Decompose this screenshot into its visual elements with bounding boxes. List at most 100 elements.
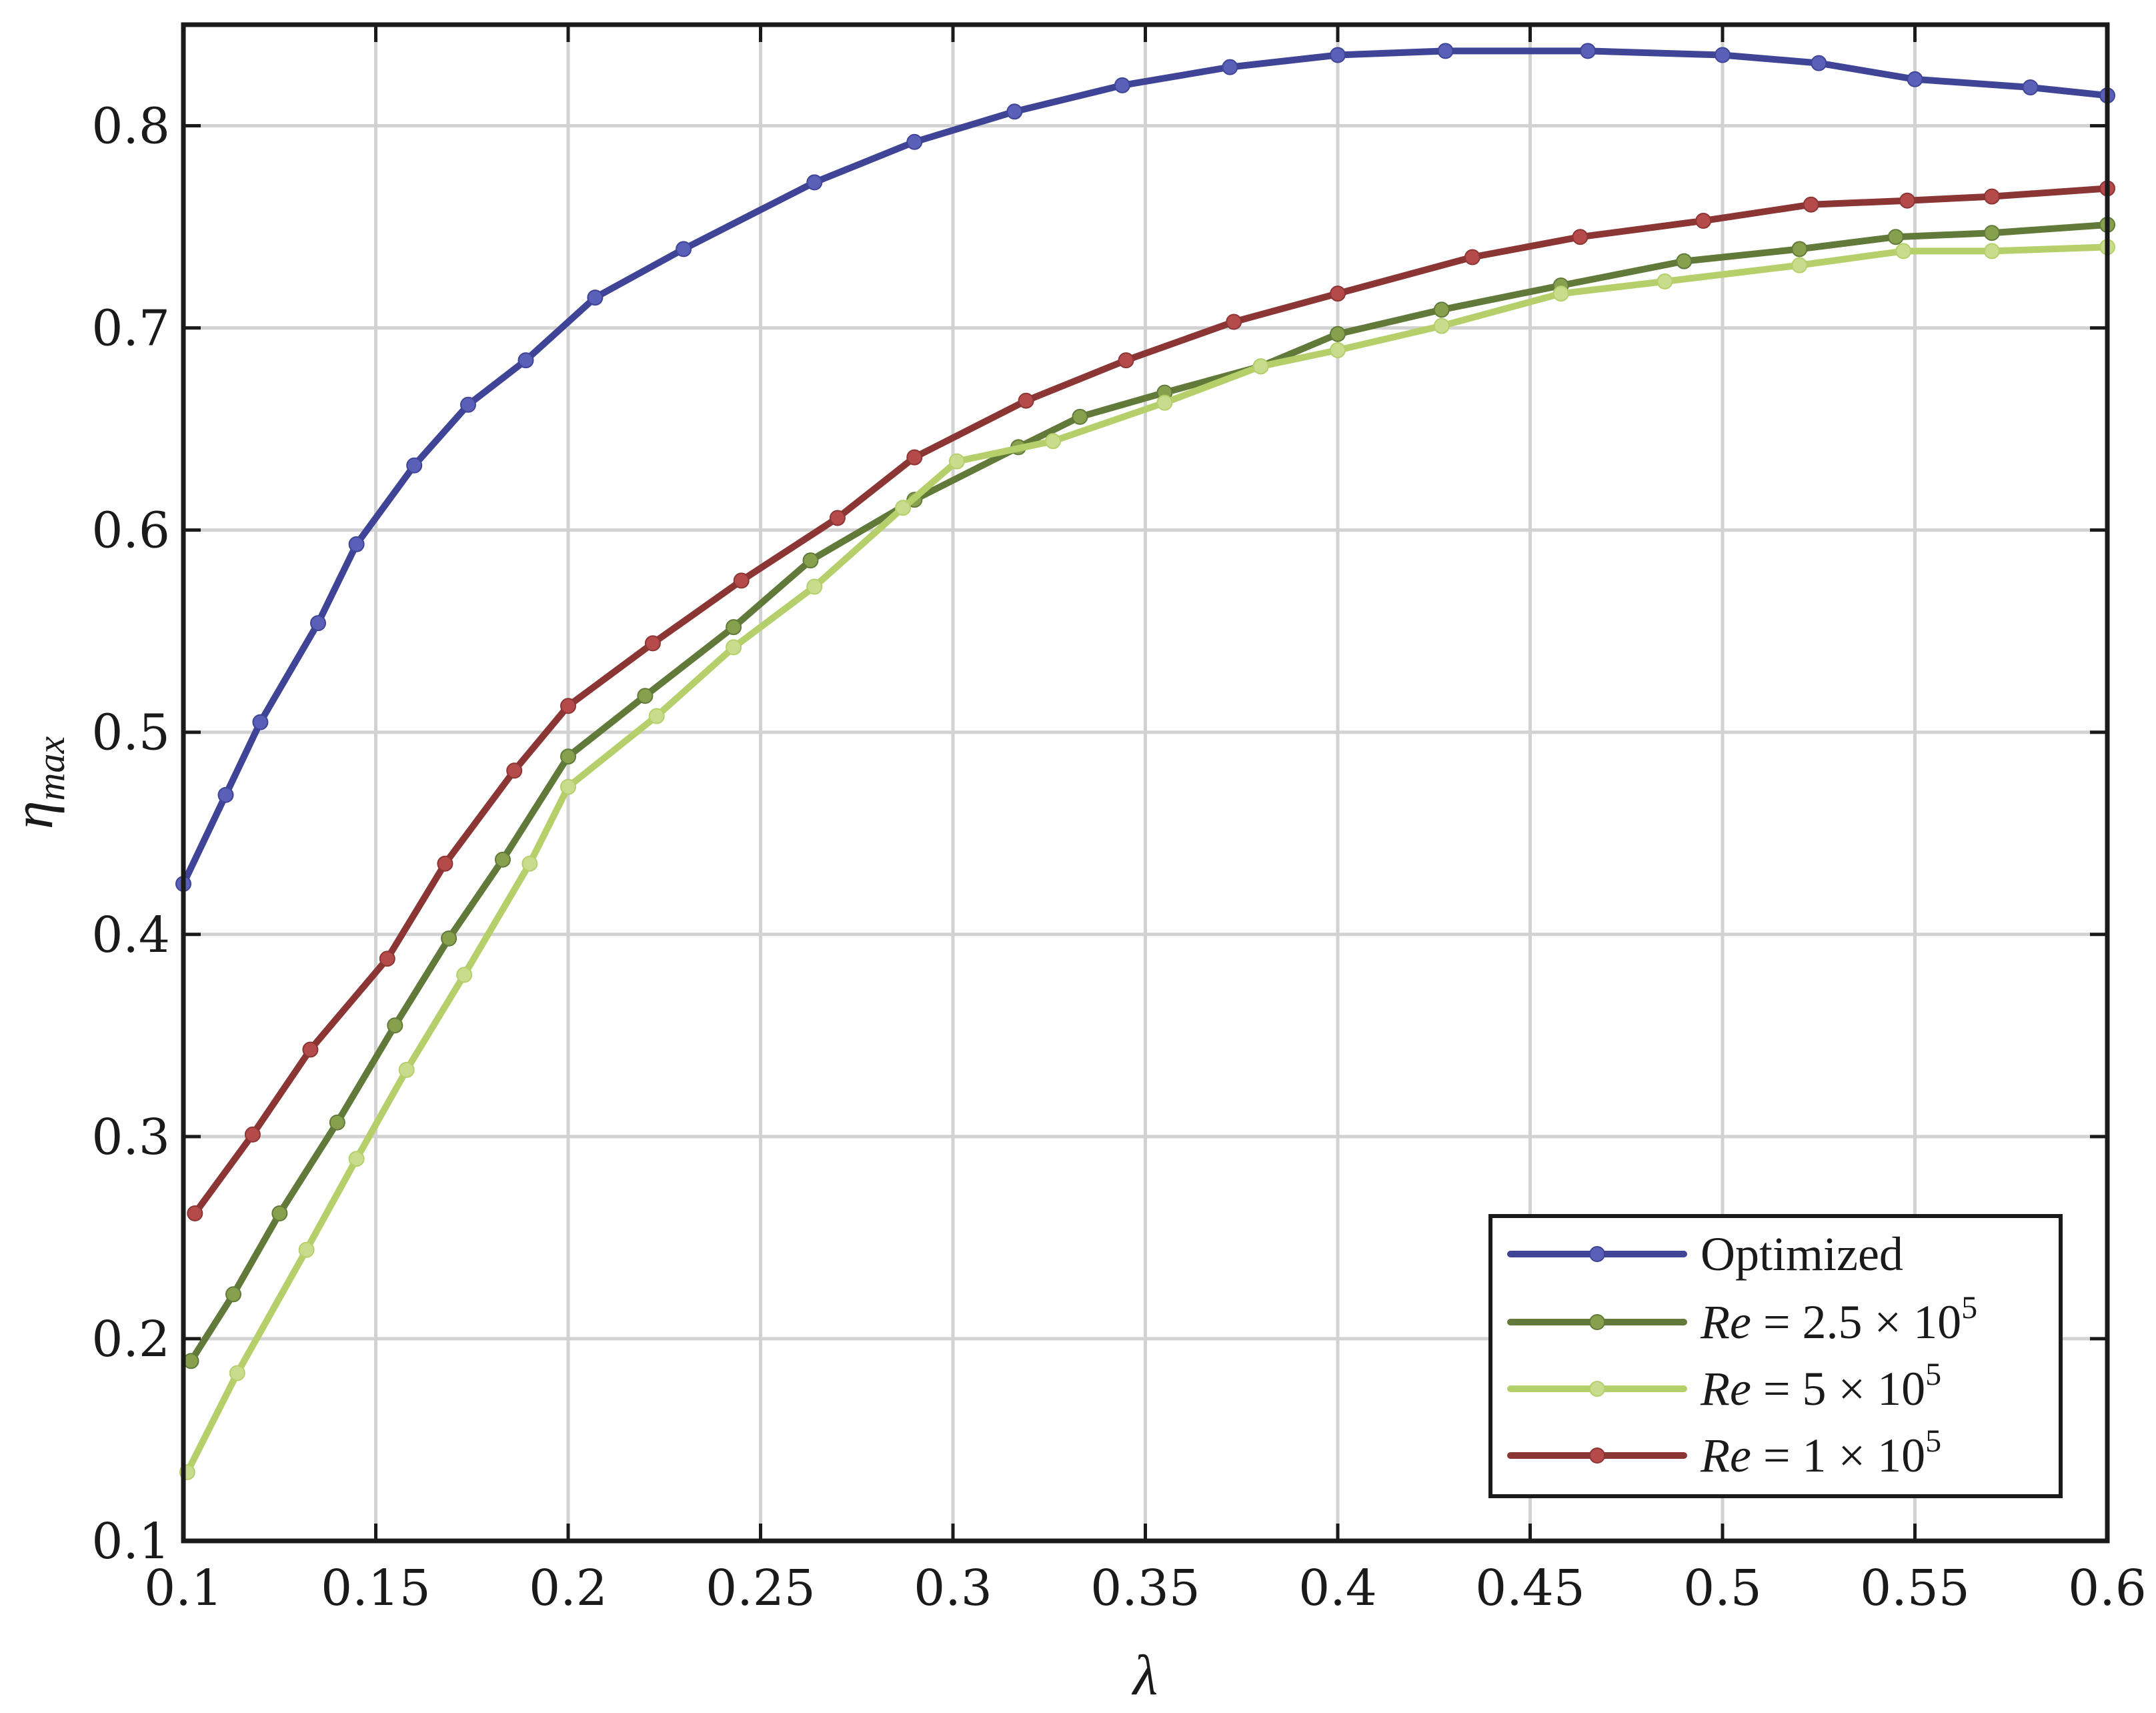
series-point — [1983, 188, 2000, 205]
series-point — [521, 855, 538, 872]
series-point — [1226, 314, 1242, 330]
series-point — [1887, 229, 1904, 245]
series-point — [517, 352, 534, 369]
series-point — [387, 1017, 403, 1034]
series-point — [1045, 433, 1061, 450]
series-4 — [187, 180, 2115, 1221]
legend-swatch-marker — [1589, 1314, 1605, 1330]
series-point — [726, 619, 742, 636]
series-line — [183, 243, 2111, 1476]
legend-label: Re = 1 × 105 — [1700, 1423, 1941, 1482]
series-point — [1907, 71, 1923, 87]
series-3 — [179, 239, 2115, 1480]
series-point — [1811, 55, 1827, 71]
x-tick-label: 0.55 — [1860, 1560, 1970, 1617]
series-point — [1983, 243, 2000, 259]
series-point — [1437, 43, 1454, 59]
series-layer — [175, 43, 2115, 1480]
series-point — [1899, 192, 1915, 209]
series-point — [1330, 326, 1346, 342]
series-point — [271, 1205, 288, 1221]
series-point — [560, 748, 576, 765]
x-tick-label: 0.3 — [914, 1560, 992, 1617]
series-point — [1580, 43, 1596, 59]
y-tick-label: 0.3 — [91, 1109, 170, 1166]
y-tick-label: 0.7 — [91, 300, 170, 358]
x-tick-label: 0.25 — [706, 1560, 816, 1617]
legend-swatch-marker — [1589, 1381, 1605, 1397]
series-point — [806, 578, 823, 595]
series-point — [1156, 394, 1173, 411]
legend-swatch-marker — [1589, 1448, 1605, 1464]
series-point — [829, 510, 846, 526]
series-point — [225, 1286, 241, 1303]
x-tick-label: 0.4 — [1298, 1560, 1377, 1617]
series-line — [191, 185, 2111, 1217]
legend-label: Re = 2.5 × 105 — [1700, 1290, 1977, 1349]
series-point — [1433, 318, 1450, 334]
series-point — [348, 1151, 365, 1167]
series-point — [1118, 352, 1134, 369]
series-point — [398, 1061, 415, 1078]
series-point — [244, 1126, 261, 1143]
series-point — [676, 241, 692, 257]
series-point — [217, 786, 234, 803]
series-point — [329, 1114, 345, 1131]
legend-label: Re = 5 × 105 — [1700, 1357, 1941, 1415]
series-point — [2022, 79, 2039, 95]
series-point — [648, 708, 665, 724]
series-point — [906, 449, 923, 466]
series-point — [895, 500, 911, 516]
y-axis-label-subscript: max — [29, 736, 73, 801]
series-point — [348, 536, 365, 552]
y-axis-label-main: η — [1, 800, 65, 829]
series-point — [906, 133, 923, 150]
series-point — [437, 855, 453, 872]
series-point — [587, 290, 604, 306]
series-point — [187, 1205, 203, 1221]
series-point — [1791, 257, 1808, 273]
series-point — [1572, 229, 1588, 245]
legend-entry-1: Optimized — [1507, 1227, 1903, 1281]
series-point — [1695, 213, 1712, 229]
series-point — [1330, 47, 1346, 63]
y-axis-label: ηmax — [1, 736, 73, 830]
x-tick-label: 0.45 — [1475, 1560, 1585, 1617]
x-axis-label: λ — [1131, 1643, 1158, 1707]
series-line — [187, 221, 2111, 1365]
series-point — [1552, 286, 1569, 302]
series-point — [1657, 273, 1673, 290]
series-point — [1895, 243, 1912, 259]
x-tick-label: 0.5 — [1683, 1560, 1762, 1617]
series-point — [456, 967, 473, 983]
legend-box — [1488, 1214, 2063, 1498]
legend-entries: Optimized Re = 2.5 × 105 Re = 5 × 105 Re = … — [1507, 1227, 1977, 1482]
x-tick-label: 0.35 — [1090, 1560, 1200, 1617]
y-tick-label: 0.8 — [91, 98, 170, 155]
series-point — [644, 635, 661, 652]
series-point — [560, 698, 576, 714]
x-tick-label: 0.15 — [321, 1560, 431, 1617]
series-point — [726, 639, 742, 656]
legend-entry-2: Re = 2.5 × 105 — [1507, 1290, 1977, 1349]
series-point — [1983, 225, 2000, 241]
series-point — [252, 714, 269, 730]
y-tick-label: 0.6 — [91, 502, 170, 560]
series-point — [733, 572, 750, 589]
series-point — [1803, 196, 1819, 213]
y-tick-label: 0.5 — [91, 704, 170, 762]
series-point — [1464, 249, 1480, 265]
series-1 — [175, 43, 2115, 892]
legend-entry-3: Re = 5 × 105 — [1507, 1357, 1941, 1415]
x-tick-label: 0.2 — [529, 1560, 608, 1617]
y-tick-label: 0.2 — [91, 1311, 170, 1368]
series-point — [948, 453, 965, 470]
series-point — [806, 174, 823, 191]
series-point — [1018, 392, 1034, 409]
series-point — [310, 615, 326, 632]
series-point — [1433, 302, 1450, 318]
series-point — [302, 1041, 319, 1058]
series-point — [1676, 253, 1693, 269]
series-point — [183, 1353, 199, 1369]
